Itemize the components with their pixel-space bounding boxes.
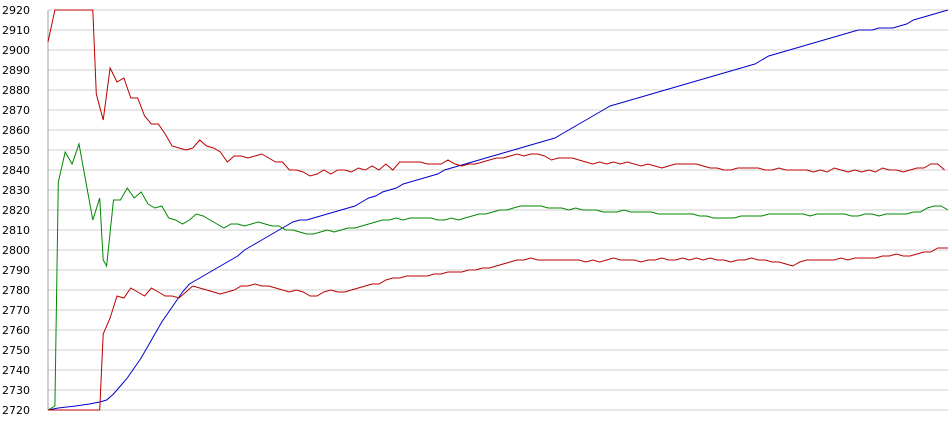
y-tick-label: 2900 [2, 44, 30, 57]
series-line-2 [47, 9, 945, 177]
y-tick-label: 2720 [2, 404, 30, 417]
y-tick-label: 2780 [2, 284, 30, 297]
series-line-4 [48, 247, 948, 411]
y-tick-label: 2810 [2, 224, 30, 237]
y-tick-label: 2770 [2, 304, 30, 317]
series-line-1 [47, 9, 949, 411]
y-tick-label: 2840 [2, 164, 30, 177]
y-tick-label: 2890 [2, 64, 30, 77]
plot-area [47, 9, 949, 411]
y-tick-label: 2910 [2, 24, 30, 37]
y-tick-label: 2790 [2, 264, 30, 277]
y-tick-label: 2800 [2, 244, 30, 257]
y-tick-label: 2860 [2, 124, 30, 137]
y-tick-label: 2740 [2, 364, 30, 377]
y-tick-label: 2830 [2, 184, 30, 197]
y-tick-label: 2730 [2, 384, 30, 397]
y-tick-label: 2880 [2, 84, 30, 97]
y-tick-label: 2870 [2, 104, 30, 117]
y-tick-label: 2850 [2, 144, 30, 157]
y-tick-label: 2820 [2, 204, 30, 217]
y-tick-label: 2920 [2, 4, 30, 17]
y-axis: 2720 2730 2740 2750 2760 2770 2780 2790 2800 2810… [2, 4, 30, 417]
y-tick-label: 2760 [2, 324, 30, 337]
series-line-3 [47, 142, 949, 411]
y-tick-label: 2750 [2, 344, 30, 357]
